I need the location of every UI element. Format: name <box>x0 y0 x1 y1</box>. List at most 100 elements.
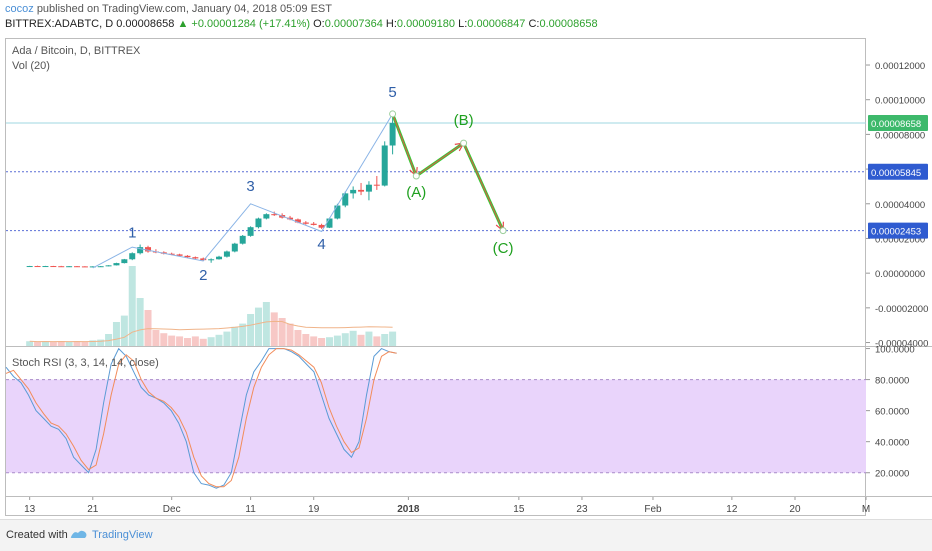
volume-bar <box>57 341 65 346</box>
candle-body <box>208 259 215 261</box>
volume-legend: Vol (20) <box>12 60 50 72</box>
created-with-label: Created with <box>6 529 68 541</box>
high-label: H: <box>385 18 397 30</box>
y-axis-label: 0.00008000 <box>875 130 925 141</box>
candle-body <box>247 227 254 236</box>
volume-bar <box>341 333 349 346</box>
volume-bar <box>239 323 247 346</box>
candle-body <box>350 189 357 194</box>
x-axis-label: 2018 <box>397 504 420 515</box>
rsi-axis-label: 100.0000 <box>875 345 915 356</box>
volume-bar <box>318 338 326 346</box>
volume-bar <box>262 302 270 346</box>
candle-body <box>239 235 246 244</box>
wave-label: 4 <box>317 236 325 253</box>
correction-arrow-line <box>463 142 504 231</box>
candle-body <box>42 266 49 268</box>
volume-bar <box>333 335 341 346</box>
low-value: 0.00006847 <box>467 18 526 30</box>
candle-body <box>223 251 230 257</box>
candle-body <box>326 218 333 228</box>
main-legend-title: Ada / Bitcoin, D, BITTREX <box>12 45 141 57</box>
candle-body <box>168 253 175 255</box>
close-value: 0.00008658 <box>539 18 598 30</box>
volume-bar <box>278 318 286 346</box>
volume-bar <box>136 298 144 346</box>
candle-body <box>145 247 152 252</box>
wave-point <box>499 227 507 235</box>
wave-label: 5 <box>388 84 396 101</box>
candle-body <box>192 257 199 259</box>
volume-bar <box>160 333 168 346</box>
volume-bar <box>191 336 199 346</box>
candle-body <box>318 224 325 228</box>
volume-bar <box>152 330 160 346</box>
publish-info: published on TradingView.com, January 04… <box>36 3 332 15</box>
x-axis-label: 21 <box>87 504 99 515</box>
elliott-impulse-path <box>92 113 394 269</box>
low-label: L: <box>458 18 468 30</box>
stoch-d-line <box>5 348 397 488</box>
volume-bar <box>65 342 73 346</box>
wave-point <box>412 172 420 180</box>
volume-bar <box>89 340 97 346</box>
volume-bar <box>199 338 207 346</box>
wave-label: 3 <box>246 178 254 195</box>
candle-body <box>34 266 41 268</box>
candle-body <box>137 247 144 254</box>
chart-frame <box>5 38 866 516</box>
volume-bar <box>349 330 357 346</box>
candle-body <box>271 214 278 216</box>
volume-bar <box>365 331 373 346</box>
candle-body <box>66 266 73 268</box>
candle-body <box>302 222 309 224</box>
volume-bar <box>207 337 215 346</box>
volume-bar <box>176 336 184 346</box>
candle-body <box>113 263 120 266</box>
volume-bar <box>389 331 397 346</box>
candle-body <box>58 266 65 268</box>
symbol-label: BITTREX:ADABTC, D <box>5 18 114 30</box>
volume-bar <box>26 341 34 346</box>
volume-ma-line <box>29 320 393 343</box>
candle-body <box>74 266 81 268</box>
volume-bar <box>112 322 120 346</box>
candle-body <box>105 265 112 267</box>
volume-bar <box>270 312 278 346</box>
last-price: 0.00008658 <box>116 18 175 30</box>
candle-body <box>373 184 380 186</box>
close-label: C: <box>528 18 540 30</box>
publisher-name[interactable]: cocoz <box>5 3 34 15</box>
candle-body <box>381 145 388 186</box>
candle-body <box>255 218 262 228</box>
candle-body <box>310 223 317 225</box>
volume-bar <box>144 310 152 346</box>
volume-bar <box>223 331 231 346</box>
x-axis-label: 23 <box>576 504 588 515</box>
candle-body <box>358 189 365 192</box>
volume-bar <box>81 342 89 346</box>
volume-bar <box>215 334 223 346</box>
candle-body <box>342 193 349 206</box>
volume-bar <box>168 335 176 346</box>
x-axis-label: 19 <box>308 504 320 515</box>
tradingview-brand[interactable]: TradingView <box>92 529 153 541</box>
volume-bar <box>128 266 136 346</box>
wave-label: (B) <box>454 112 474 129</box>
volume-bar <box>183 338 191 346</box>
candle-body <box>334 205 341 219</box>
candle-body <box>97 266 104 268</box>
volume-bar <box>325 337 333 346</box>
y-axis-label: 0.00004000 <box>875 200 925 211</box>
x-axis-label: 12 <box>726 504 738 515</box>
y-axis-label: 0.00000000 <box>875 269 925 280</box>
wave-point <box>460 139 468 147</box>
correction-arrow-line <box>392 113 417 177</box>
stoch-rsi-band <box>6 379 866 473</box>
volume-bar <box>357 334 365 346</box>
volume-bar <box>97 339 105 346</box>
x-axis-label: 15 <box>513 504 525 515</box>
rsi-axis-label: 40.0000 <box>875 438 909 449</box>
candle-body <box>50 266 57 268</box>
